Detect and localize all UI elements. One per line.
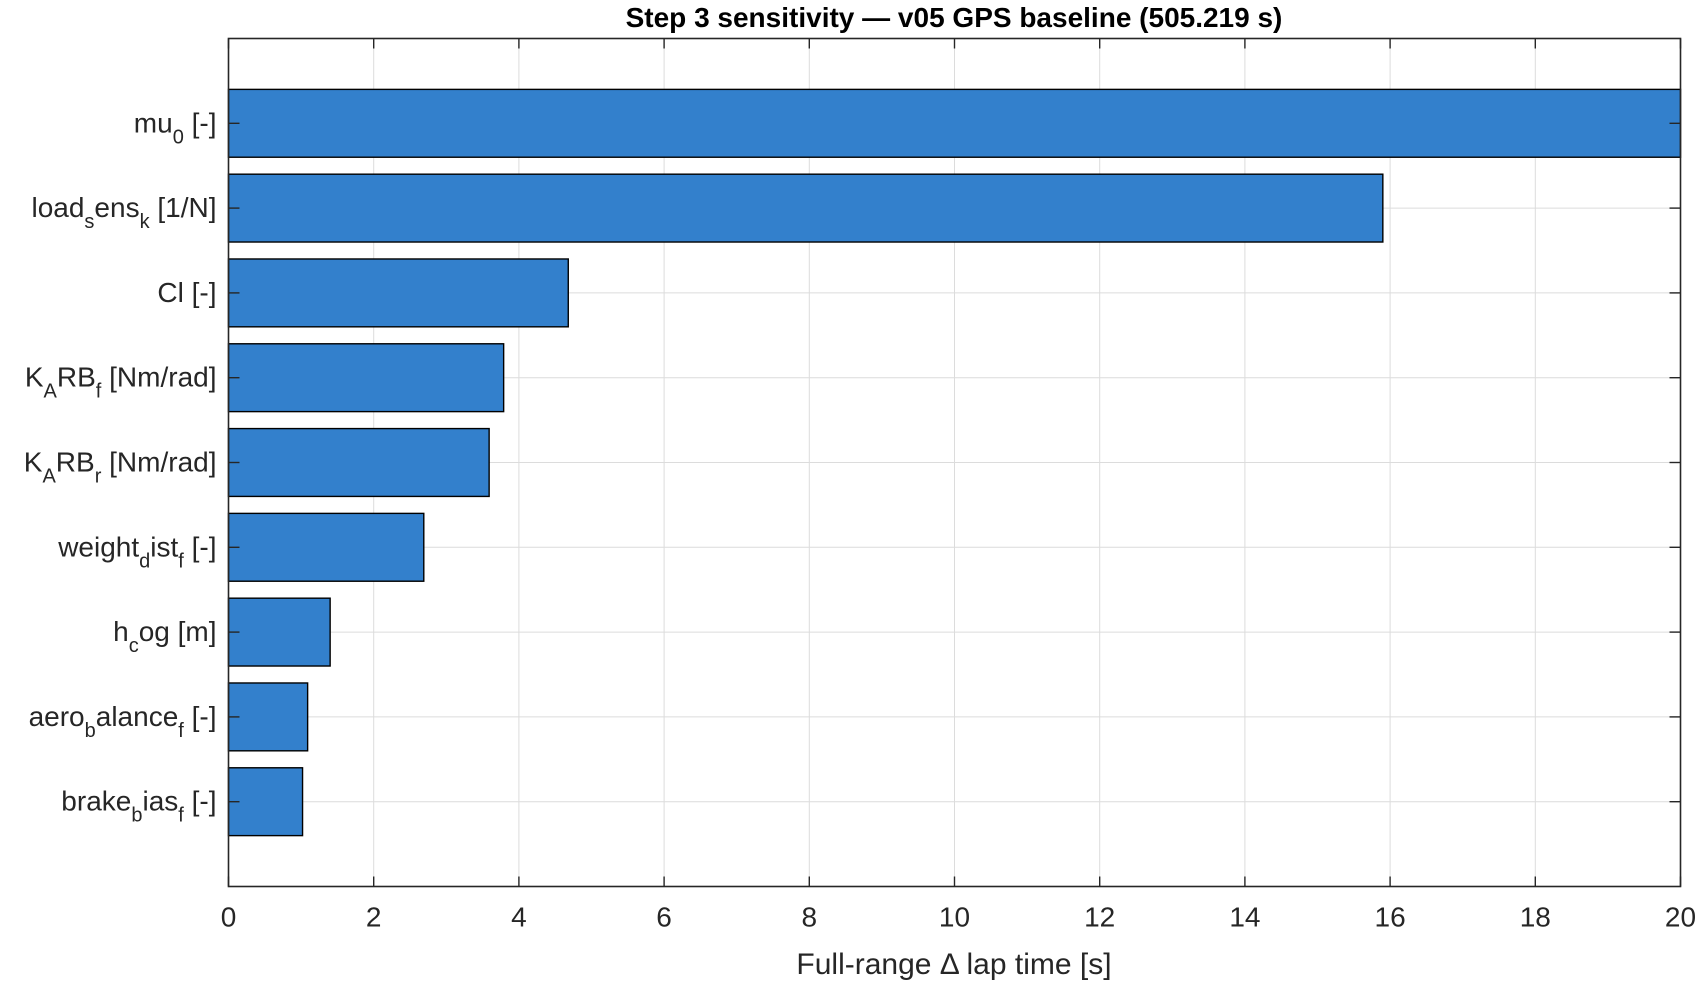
x-tick-labels: 0 2 4 6 8 10 12 14 16 18 20 bbox=[221, 902, 1696, 933]
bar bbox=[227, 427, 490, 498]
y-tick-label-subscript: s bbox=[84, 211, 94, 233]
y-tick-label-text: h bbox=[113, 616, 129, 647]
x-tick-label: 14 bbox=[1229, 902, 1260, 933]
x-tick-label: 10 bbox=[939, 902, 970, 933]
bar bbox=[227, 88, 1682, 158]
x-tick-label: 6 bbox=[656, 902, 672, 933]
y-tick-label-subscript: d bbox=[139, 550, 150, 572]
y-tick-label-text: ens bbox=[94, 192, 139, 223]
y-tick-label-subscript: f bbox=[178, 805, 184, 827]
y-tick-label: mu0 [-] bbox=[134, 107, 217, 148]
y-tick-label-subscript: 0 bbox=[173, 126, 184, 148]
bar bbox=[227, 767, 304, 837]
y-tick-label-subscript: b bbox=[85, 720, 96, 742]
bar bbox=[227, 597, 331, 667]
y-tick-label-text: [-] bbox=[184, 107, 217, 138]
y-tick-label-text: Cl [-] bbox=[157, 277, 216, 308]
x-tick-label: 8 bbox=[802, 902, 818, 933]
y-tick-label-text: [-] bbox=[184, 531, 217, 562]
y-tick-label-text: aero bbox=[29, 701, 85, 732]
x-tick-label: 0 bbox=[221, 902, 237, 933]
y-tick-label: loadsensk [1/N] bbox=[31, 192, 216, 233]
y-tick-label-text: ias bbox=[142, 786, 178, 817]
y-tick-label-text: RB bbox=[56, 447, 95, 478]
y-tick-label-subscript: f bbox=[178, 550, 184, 572]
y-tick-label-text: [Nm/rad] bbox=[101, 447, 216, 478]
y-tick-label-text: ist bbox=[150, 531, 178, 562]
y-tick-label: KARBr [Nm/rad] bbox=[24, 447, 217, 488]
x-tick-label: 18 bbox=[1520, 902, 1551, 933]
y-tick-label-subscript: f bbox=[96, 381, 102, 403]
x-tick-label: 12 bbox=[1084, 902, 1115, 933]
x-tick-label: 2 bbox=[366, 902, 382, 933]
y-tick-label-subscript: b bbox=[131, 805, 142, 827]
y-tick-label-text: [Nm/rad] bbox=[101, 362, 216, 393]
bar bbox=[227, 682, 309, 752]
bar bbox=[227, 343, 505, 413]
y-tick-label-text: RB bbox=[57, 362, 96, 393]
y-tick-label-text: K bbox=[24, 447, 43, 478]
y-tick-label-subscript: A bbox=[44, 381, 58, 403]
bar bbox=[227, 512, 425, 582]
chart-title: Step 3 sensitivity — v05 GPS baseline (5… bbox=[626, 2, 1283, 33]
y-tick-label: Cl [-] bbox=[157, 277, 216, 308]
y-tick-label-subscript: k bbox=[140, 211, 151, 233]
bars-layer bbox=[227, 88, 1682, 837]
y-tick-label-text: mu bbox=[134, 107, 173, 138]
bar bbox=[227, 173, 1384, 243]
y-tick-label-text: alance bbox=[96, 701, 179, 732]
x-axis-label: Full-range Δ lap time [s] bbox=[796, 948, 1111, 981]
y-tick-label-subscript: c bbox=[129, 635, 139, 657]
y-tick-label-text: [1/N] bbox=[150, 192, 217, 223]
y-tick-label-text: brake bbox=[61, 786, 131, 817]
plot-frame bbox=[227, 37, 1682, 888]
bar bbox=[227, 258, 569, 328]
y-tick-label-text: [-] bbox=[184, 786, 217, 817]
y-tick-label-text: og [m] bbox=[139, 616, 217, 647]
y-tick-labels: mu0 [-]loadsensk [1/N]Cl [-]KARBf [Nm/ra… bbox=[24, 107, 217, 826]
ticks-layer bbox=[227, 38, 1682, 887]
y-tick-label: hcog [m] bbox=[113, 616, 216, 657]
y-tick-label-text: K bbox=[25, 362, 44, 393]
y-tick-label: aerobalancef [-] bbox=[29, 701, 217, 742]
y-tick-label-text: weight bbox=[57, 531, 139, 562]
y-tick-label-text: [-] bbox=[184, 701, 217, 732]
y-tick-label-text: load bbox=[31, 192, 84, 223]
y-tick-label: brakebiasf [-] bbox=[61, 786, 216, 827]
y-tick-label: weightdistf [-] bbox=[57, 531, 216, 572]
y-tick-label: KARBf [Nm/rad] bbox=[25, 362, 217, 403]
y-tick-label-subscript: A bbox=[42, 466, 56, 488]
x-tick-label: 20 bbox=[1665, 902, 1696, 933]
x-tick-label: 16 bbox=[1375, 902, 1406, 933]
y-tick-label-subscript: f bbox=[178, 720, 184, 742]
x-tick-label: 4 bbox=[511, 902, 527, 933]
y-tick-label-subscript: r bbox=[95, 466, 102, 488]
